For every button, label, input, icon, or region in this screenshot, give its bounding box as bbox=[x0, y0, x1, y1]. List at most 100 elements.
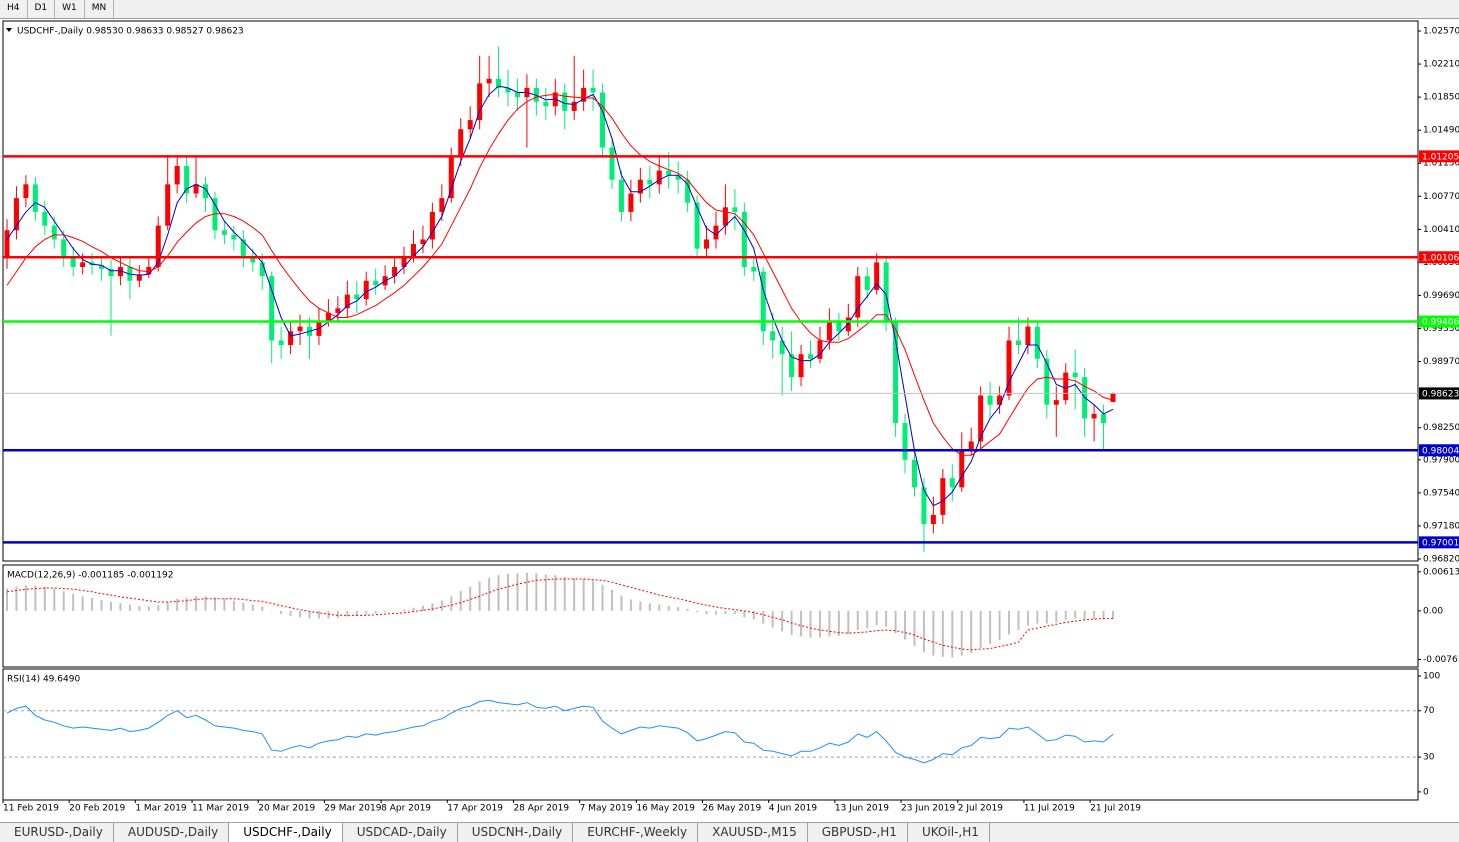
y-tick-label: 1.01490 bbox=[1423, 126, 1459, 136]
candle-body bbox=[42, 211, 48, 226]
chart-tab[interactable]: USDCNH-,Daily bbox=[458, 823, 574, 842]
macd-histogram-bar bbox=[459, 591, 462, 611]
macd-histogram-bar bbox=[828, 610, 831, 637]
x-tick-label: 28 Apr 2019 bbox=[513, 804, 569, 814]
chart-tab[interactable]: XAUUSD-,M15 bbox=[698, 823, 808, 842]
chart-tab[interactable]: UKOil-,H1 bbox=[908, 823, 990, 842]
chart-tab[interactable]: USDCAD-,Daily bbox=[343, 823, 458, 842]
macd-histogram-bar bbox=[582, 579, 585, 611]
macd-histogram-bar bbox=[34, 585, 37, 611]
candle-body bbox=[23, 184, 29, 199]
macd-histogram-bar bbox=[1102, 610, 1105, 620]
level-label-box bbox=[1419, 536, 1459, 549]
candle-body bbox=[486, 78, 492, 84]
macd-histogram-bar bbox=[800, 610, 803, 637]
timeframe-button[interactable]: MN bbox=[85, 0, 115, 18]
macd-histogram-bar bbox=[289, 610, 292, 616]
menu-arrow bbox=[6, 28, 12, 32]
candle-body bbox=[826, 322, 832, 341]
macd-histogram-bar bbox=[686, 608, 689, 611]
candle-body bbox=[477, 83, 483, 121]
candle-body bbox=[458, 129, 464, 157]
macd-histogram-bar bbox=[847, 610, 850, 634]
candle-body bbox=[902, 423, 908, 460]
candle-body bbox=[99, 265, 105, 269]
y-tick-label: -0.00761 bbox=[1423, 655, 1459, 665]
candle-body bbox=[429, 211, 435, 240]
macd-histogram-bar bbox=[213, 597, 216, 611]
x-tick-label: 11 Feb 2019 bbox=[3, 804, 59, 814]
macd-histogram-bar bbox=[525, 572, 528, 611]
macd-histogram-bar bbox=[629, 599, 632, 611]
macd-histogram-bar bbox=[818, 610, 821, 638]
candle-body bbox=[373, 280, 379, 286]
macd-histogram-bar bbox=[1093, 610, 1096, 620]
candle-body bbox=[911, 459, 917, 488]
macd-histogram-bar bbox=[610, 589, 613, 611]
y-tick-label: 0.98970 bbox=[1423, 357, 1459, 367]
macd-histogram-bar bbox=[951, 610, 954, 658]
macd-histogram-bar bbox=[53, 588, 56, 611]
macd-histogram-bar bbox=[837, 610, 840, 636]
chart-tab[interactable]: EURCHF-,Weekly bbox=[573, 823, 699, 842]
macd-histogram-bar bbox=[941, 610, 944, 657]
macd-histogram-bar bbox=[403, 609, 406, 611]
macd-histogram-bar bbox=[535, 573, 538, 611]
candle-body bbox=[1006, 340, 1012, 396]
macd-histogram-bar bbox=[894, 610, 897, 634]
macd-histogram-bar bbox=[1036, 610, 1039, 624]
macd-signal-line bbox=[6, 578, 1113, 651]
moving-average-line bbox=[6, 93, 1114, 456]
chart-tab[interactable]: AUDUSD-,Daily bbox=[114, 823, 230, 842]
macd-histogram-bar bbox=[1008, 610, 1011, 635]
macd-histogram-bar bbox=[639, 601, 642, 611]
macd-histogram-bar bbox=[261, 606, 264, 611]
macd-histogram-bar bbox=[563, 577, 566, 611]
candle-body bbox=[392, 266, 398, 277]
timeframe-button[interactable]: W1 bbox=[55, 0, 85, 18]
y-tick-label: 0.96820 bbox=[1423, 554, 1459, 564]
candle-body bbox=[70, 257, 76, 267]
macd-histogram-bar bbox=[450, 596, 453, 611]
timeframe-button[interactable]: D1 bbox=[28, 0, 56, 18]
y-tick-label: 1.02570 bbox=[1423, 27, 1459, 37]
candle-body bbox=[704, 239, 710, 249]
macd-histogram-bar bbox=[960, 610, 963, 656]
macd-histogram-bar bbox=[667, 605, 670, 611]
macd-histogram-bar bbox=[856, 610, 859, 631]
chart-tab[interactable]: GBPUSD-,H1 bbox=[808, 823, 908, 842]
chart-tab[interactable]: EURUSD-,Daily bbox=[0, 823, 114, 842]
candle-body bbox=[514, 92, 520, 98]
candle-body bbox=[363, 280, 369, 300]
candle-body bbox=[618, 179, 624, 212]
candle-body bbox=[921, 487, 927, 525]
macd-histogram-bar bbox=[1064, 610, 1067, 620]
x-tick-label: 8 Apr 2019 bbox=[381, 804, 431, 814]
chart-tab[interactable]: USDCHF-,Daily bbox=[229, 823, 343, 842]
macd-histogram-bar bbox=[875, 610, 878, 625]
candle-body bbox=[117, 266, 123, 277]
candle-body bbox=[600, 92, 606, 148]
macd-histogram-bar bbox=[488, 577, 491, 611]
macd-histogram-bar bbox=[24, 585, 27, 611]
candle-body bbox=[940, 478, 946, 515]
panel-title: RSI(14) 49.6490 bbox=[7, 675, 80, 685]
macd-histogram-bar bbox=[1074, 610, 1077, 619]
candle-body bbox=[770, 331, 776, 341]
macd-histogram-bar bbox=[308, 610, 311, 619]
candle-body bbox=[949, 478, 955, 488]
candle-body bbox=[798, 354, 804, 378]
candle-body bbox=[760, 271, 766, 332]
macd-histogram-bar bbox=[128, 604, 131, 611]
macd-histogram-bar bbox=[336, 610, 339, 618]
macd-histogram-bar bbox=[109, 601, 112, 611]
level-label: 1.00106 bbox=[1422, 253, 1459, 263]
candle-body bbox=[675, 175, 681, 180]
macd-histogram-bar bbox=[355, 610, 358, 616]
y-tick-label: 1.01130 bbox=[1423, 159, 1459, 169]
candle-body bbox=[571, 101, 577, 111]
candle-body bbox=[344, 294, 350, 309]
moving-average-line bbox=[6, 85, 1114, 507]
timeframe-button[interactable]: H4 bbox=[0, 0, 28, 18]
candle-body bbox=[647, 179, 653, 185]
